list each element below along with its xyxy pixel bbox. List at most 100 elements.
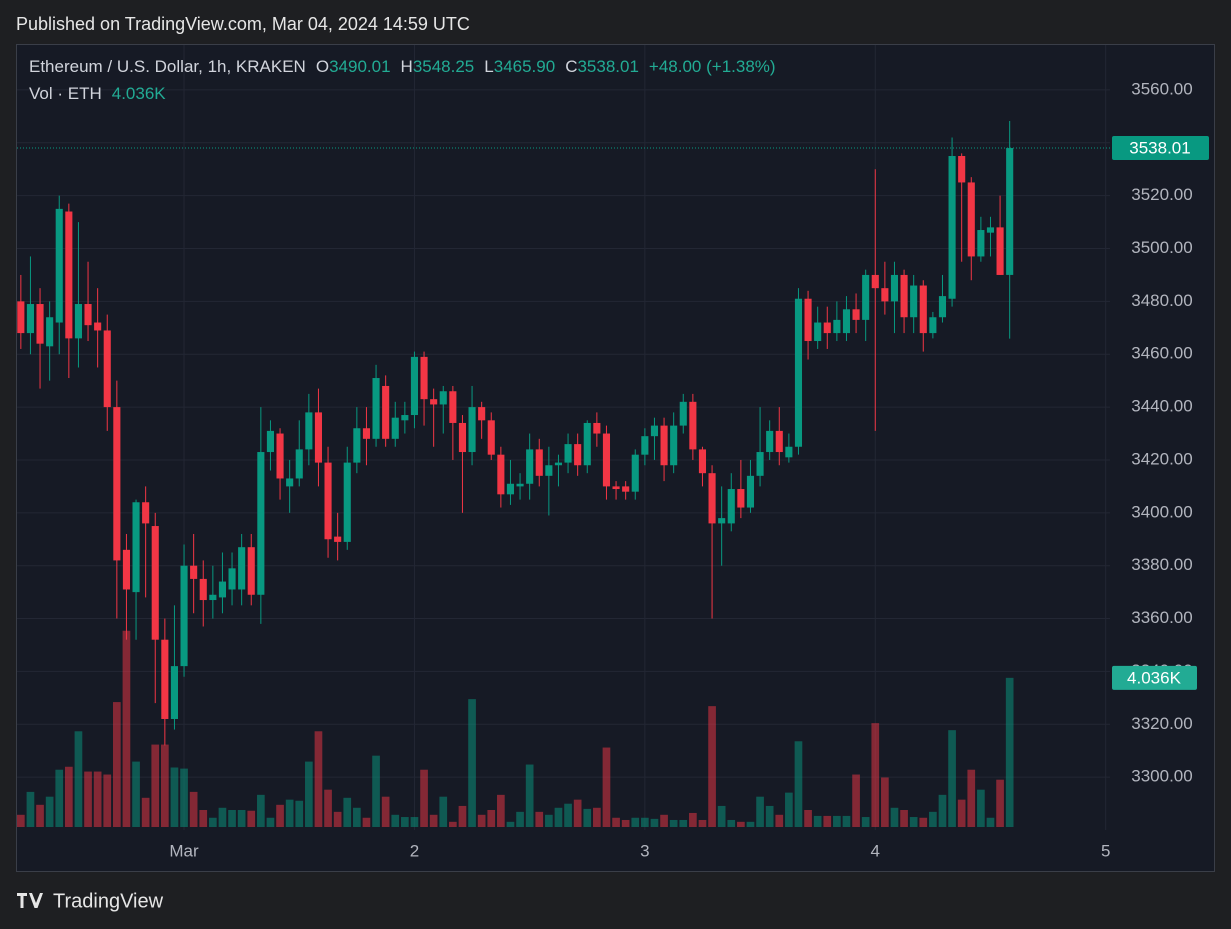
- candle-body: [257, 452, 265, 595]
- volume-bar: [132, 761, 140, 827]
- candle-body: [353, 428, 361, 463]
- high-value: 3548.25: [413, 57, 474, 76]
- candle-body: [161, 639, 169, 719]
- volume-bar: [391, 814, 400, 827]
- candle-body: [660, 425, 668, 466]
- volume-bar: [564, 803, 572, 827]
- volume-bar: [919, 817, 928, 827]
- volume-bar: [468, 699, 476, 827]
- candle-body: [382, 385, 390, 439]
- candle-body: [238, 547, 246, 590]
- candle-body: [593, 422, 601, 434]
- last-price-badge: [1112, 136, 1209, 161]
- candle-body: [65, 211, 73, 339]
- last-price-label: 3538.01: [1129, 139, 1190, 158]
- volume-bar: [449, 821, 457, 827]
- volume-bar: [237, 809, 246, 827]
- candle-body: [919, 285, 927, 334]
- candle-body: [746, 475, 755, 508]
- volume-bar: [602, 747, 611, 827]
- candle-body: [314, 412, 323, 463]
- candle-body: [449, 391, 457, 423]
- footer-logo: TradingView: [17, 890, 164, 912]
- candle-body: [996, 227, 1004, 275]
- volume-bar: [842, 815, 851, 827]
- candle-body: [343, 462, 351, 542]
- legend-line: Ethereum / U.S. Dollar, 1h, KRAKEN O3490.…: [29, 57, 776, 76]
- candle-body: [794, 298, 803, 447]
- candle-body: [17, 301, 25, 334]
- volume-bar: [36, 804, 44, 827]
- volume-bar: [689, 812, 697, 827]
- volume-bar: [276, 804, 284, 827]
- candle-body: [804, 298, 812, 342]
- candle-body: [506, 483, 515, 495]
- candle-body: [823, 322, 831, 334]
- candle-body: [103, 330, 111, 408]
- candle-body: [122, 549, 130, 590]
- volume-name: Vol · ETH: [29, 84, 102, 103]
- volume-bar: [938, 794, 947, 827]
- volume-bar: [506, 821, 515, 827]
- candle-body: [26, 304, 34, 334]
- volume-bar: [170, 767, 179, 827]
- volume-bar: [717, 805, 726, 827]
- candle-body: [631, 454, 639, 492]
- volume-bar: [516, 811, 524, 827]
- candle-body: [36, 304, 44, 344]
- volume-bar: [909, 817, 918, 827]
- candle-body: [900, 274, 908, 318]
- volume-bar: [257, 794, 265, 827]
- volume-bar: [890, 807, 899, 827]
- y-tick-label: 3500.00: [1131, 238, 1192, 257]
- volume-bar: [247, 810, 256, 827]
- candle-body: [602, 433, 611, 487]
- volume-bar: [957, 799, 966, 827]
- volume-value: 4.036K: [112, 84, 167, 103]
- volume-bar: [180, 768, 188, 827]
- candle-body: [286, 478, 294, 487]
- volume-bar: [55, 769, 64, 827]
- volume-bar: [833, 815, 841, 827]
- candle-body: [910, 285, 918, 318]
- volume-bar: [929, 811, 937, 827]
- volume-bar: [401, 817, 409, 827]
- volume-bar: [554, 807, 563, 827]
- volume-bar: [122, 630, 131, 827]
- candle-body: [468, 407, 476, 453]
- candle-body: [295, 449, 303, 479]
- volume-bar: [353, 807, 361, 827]
- candle-body: [132, 502, 140, 593]
- volume-bar: [660, 814, 668, 827]
- candle-body: [708, 473, 716, 524]
- volume-bar: [948, 730, 956, 827]
- volume-bar: [439, 796, 448, 827]
- y-tick-label: 3560.00: [1131, 79, 1192, 98]
- candle-body: [1006, 148, 1014, 275]
- axis-layer: 3300.003320.003340.003360.003380.003400.…: [17, 79, 1209, 860]
- candle-body: [554, 462, 563, 466]
- chart-panel: [16, 44, 1215, 872]
- volume-bar: [266, 817, 275, 827]
- candle-body: [938, 296, 947, 318]
- candle-body: [218, 581, 226, 598]
- candle-body: [372, 378, 380, 439]
- candle-body: [622, 486, 630, 492]
- candle-body: [276, 433, 284, 479]
- symbol: Ethereum / U.S. Dollar, 1h, KRAKEN: [29, 57, 306, 76]
- open-label: O: [316, 57, 329, 76]
- volume-bar: [573, 799, 582, 827]
- candle-body: [458, 422, 467, 453]
- low-value: 3465.90: [494, 57, 555, 76]
- change-value: +48.00 (+1.38%): [649, 57, 776, 76]
- volume-bar: [285, 799, 294, 827]
- volume-bar: [429, 814, 438, 827]
- volume-bar: [679, 819, 688, 827]
- candle-body: [756, 452, 764, 476]
- y-tick-label: 3300.00: [1131, 767, 1192, 786]
- candle-body: [948, 156, 956, 299]
- volume-bar: [756, 796, 764, 827]
- candle-body: [199, 578, 207, 601]
- volume-bar: [26, 791, 35, 827]
- candle-body: [650, 425, 659, 437]
